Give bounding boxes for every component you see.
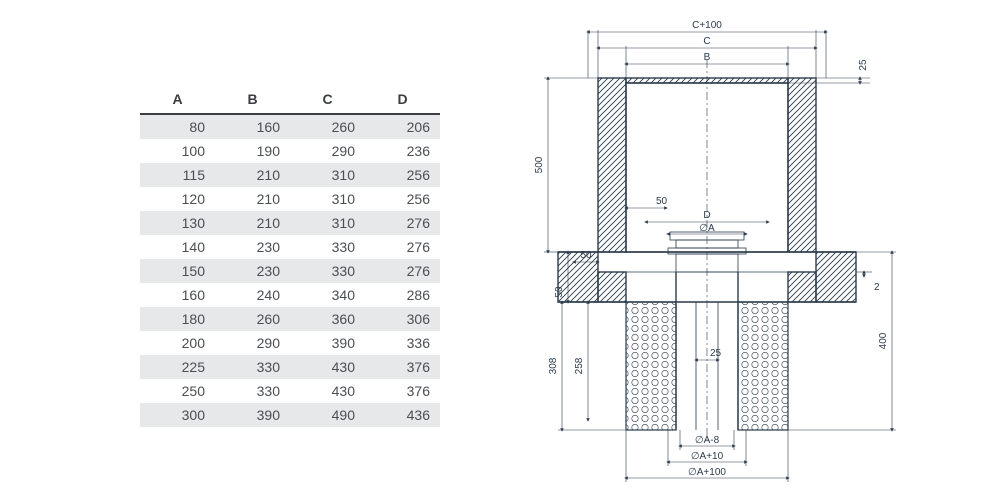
col-header: C bbox=[290, 85, 365, 114]
table-cell: 230 bbox=[215, 259, 290, 283]
dim-label: ∅A-8 bbox=[695, 435, 720, 446]
table-cell: 290 bbox=[290, 139, 365, 163]
table-cell: 330 bbox=[290, 235, 365, 259]
table-cell: 390 bbox=[290, 331, 365, 355]
table-cell: 276 bbox=[365, 211, 440, 235]
dim-label: ∅A+10 bbox=[691, 451, 724, 462]
table-row: 130210310276 bbox=[140, 211, 440, 235]
table-row: 115210310256 bbox=[140, 163, 440, 187]
table-cell: 310 bbox=[290, 163, 365, 187]
dim-label: 308 bbox=[548, 357, 559, 374]
dim-label: ∅A bbox=[699, 223, 715, 234]
table-cell: 140 bbox=[140, 235, 215, 259]
table-cell: 256 bbox=[365, 163, 440, 187]
table-cell: 256 bbox=[365, 187, 440, 211]
table-cell: 210 bbox=[215, 163, 290, 187]
table-cell: 306 bbox=[365, 307, 440, 331]
table-cell: 240 bbox=[215, 283, 290, 307]
table-cell: 330 bbox=[215, 355, 290, 379]
table-cell: 200 bbox=[140, 331, 215, 355]
table-row: 180260360306 bbox=[140, 307, 440, 331]
dim-label: B bbox=[704, 52, 711, 63]
dim-label: ∅A+100 bbox=[688, 467, 726, 478]
table-cell: 150 bbox=[140, 259, 215, 283]
dim-label: 50 bbox=[580, 250, 592, 261]
table-cell: 160 bbox=[140, 283, 215, 307]
dim-label: 258 bbox=[574, 357, 585, 374]
table-cell: 336 bbox=[365, 331, 440, 355]
table-cell: 100 bbox=[140, 139, 215, 163]
table-cell: 430 bbox=[290, 379, 365, 403]
table-row: 150230330276 bbox=[140, 259, 440, 283]
dim-label: C bbox=[703, 36, 710, 47]
table-cell: 115 bbox=[140, 163, 215, 187]
table-cell: 260 bbox=[290, 114, 365, 139]
table-cell: 300 bbox=[140, 403, 215, 427]
table-cell: 210 bbox=[215, 211, 290, 235]
table-row: 120210310256 bbox=[140, 187, 440, 211]
col-header: A bbox=[140, 85, 215, 114]
table-row: 160240340286 bbox=[140, 283, 440, 307]
table-row: 140230330276 bbox=[140, 235, 440, 259]
col-header: B bbox=[215, 85, 290, 114]
table-cell: 190 bbox=[215, 139, 290, 163]
dim-label: 400 bbox=[878, 332, 889, 349]
section-diagram: C+100 C B 25 500 50 bbox=[440, 0, 1000, 500]
table-cell: 490 bbox=[290, 403, 365, 427]
table-row: 300390490436 bbox=[140, 403, 440, 427]
dim-label: 50 bbox=[656, 196, 668, 207]
col-header: D bbox=[365, 85, 440, 114]
table-cell: 340 bbox=[290, 283, 365, 307]
table-cell: 160 bbox=[215, 114, 290, 139]
table-cell: 180 bbox=[140, 307, 215, 331]
table-cell: 376 bbox=[365, 355, 440, 379]
table-cell: 360 bbox=[290, 307, 365, 331]
table-row: 100190290236 bbox=[140, 139, 440, 163]
table-cell: 430 bbox=[290, 355, 365, 379]
table-cell: 236 bbox=[365, 139, 440, 163]
table-cell: 290 bbox=[215, 331, 290, 355]
table-cell: 436 bbox=[365, 403, 440, 427]
table-cell: 376 bbox=[365, 379, 440, 403]
table-row: 80160260206 bbox=[140, 114, 440, 139]
table-cell: 260 bbox=[215, 307, 290, 331]
dim-label: D bbox=[703, 210, 710, 221]
table-cell: 390 bbox=[215, 403, 290, 427]
table-cell: 286 bbox=[365, 283, 440, 307]
table-row: 225330430376 bbox=[140, 355, 440, 379]
dim-label: 500 bbox=[534, 156, 545, 173]
table-cell: 230 bbox=[215, 235, 290, 259]
dimension-table: A B C D 80160260206100190290236115210310… bbox=[0, 0, 440, 500]
dim-label: C+100 bbox=[692, 20, 722, 31]
table-cell: 276 bbox=[365, 259, 440, 283]
dim-label: 50 bbox=[554, 286, 565, 298]
dim-label: 2 bbox=[874, 282, 880, 293]
table-cell: 206 bbox=[365, 114, 440, 139]
table-cell: 330 bbox=[290, 259, 365, 283]
table-cell: 225 bbox=[140, 355, 215, 379]
table-cell: 310 bbox=[290, 187, 365, 211]
table-cell: 310 bbox=[290, 211, 365, 235]
table-row: 250330430376 bbox=[140, 379, 440, 403]
dim-label: 25 bbox=[858, 59, 869, 71]
table-cell: 210 bbox=[215, 187, 290, 211]
table-cell: 130 bbox=[140, 211, 215, 235]
table-cell: 250 bbox=[140, 379, 215, 403]
table-cell: 120 bbox=[140, 187, 215, 211]
table-cell: 80 bbox=[140, 114, 215, 139]
dim-label: 25 bbox=[710, 348, 722, 359]
table-row: 200290390336 bbox=[140, 331, 440, 355]
table-cell: 276 bbox=[365, 235, 440, 259]
table: A B C D 80160260206100190290236115210310… bbox=[140, 85, 440, 427]
table-cell: 330 bbox=[215, 379, 290, 403]
